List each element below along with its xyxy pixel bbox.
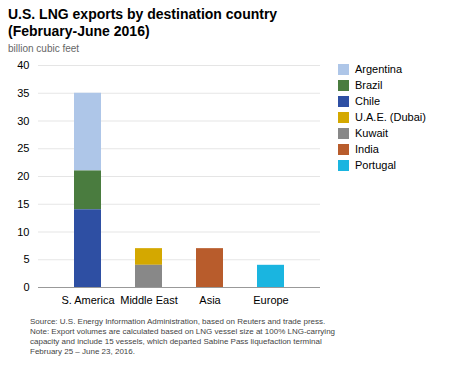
svg-text:30: 30	[17, 115, 29, 127]
svg-text:15: 15	[17, 198, 29, 210]
svg-text:Europe: Europe	[253, 294, 288, 306]
svg-text:20: 20	[17, 170, 29, 182]
svg-text:40: 40	[17, 59, 29, 71]
html-text:U.A.E. (Dubai): U.A.E. (Dubai)	[355, 111, 426, 123]
html-text:Source: U.S. Energy Informatio: Source: U.S. Energy Information Administ…	[30, 317, 335, 356]
html-text:Brazil: Brazil	[355, 79, 383, 91]
html-text:India: India	[355, 143, 379, 155]
html-text:(February-June 2016): (February-June 2016)	[8, 23, 150, 39]
svg-text:10: 10	[17, 226, 29, 238]
svg-text:35: 35	[17, 87, 29, 99]
html-text:U.S. LNG exports by destinatio: U.S. LNG exports by destination country	[8, 6, 278, 22]
svg-text:25: 25	[17, 142, 29, 154]
html-text:Portugal: Portugal	[355, 159, 396, 171]
svg-text:S. America: S. America	[61, 294, 115, 306]
svg-text:Middle East: Middle East	[120, 294, 177, 306]
html-text:Chile: Chile	[355, 95, 381, 107]
html-text:billion cubic feet: billion cubic feet	[8, 43, 80, 54]
svg-text:5: 5	[23, 253, 29, 265]
svg-text:Asia: Asia	[199, 294, 221, 306]
svg-text:0: 0	[23, 281, 29, 293]
html-text:Argentina: Argentina	[355, 63, 403, 75]
html-text:Kuwait: Kuwait	[355, 127, 388, 139]
